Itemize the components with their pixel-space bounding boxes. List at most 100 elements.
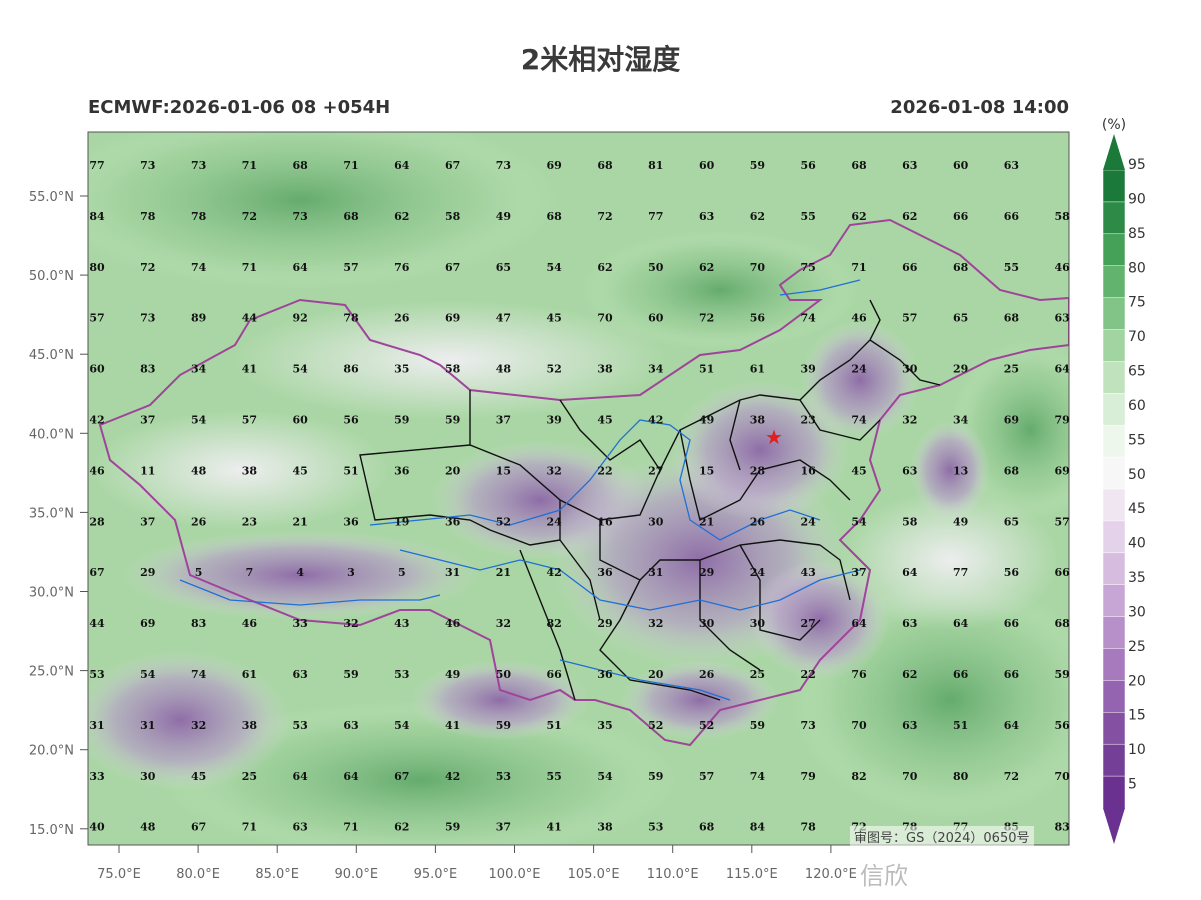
lat-tick-label: 45.0°N [29, 348, 74, 363]
grid-value: 24 [801, 515, 817, 528]
grid-value: 71 [242, 821, 257, 834]
grid-value: 25 [750, 668, 765, 681]
map-frame [87, 131, 1070, 846]
grid-value: 62 [699, 261, 714, 274]
grid-value: 74 [851, 414, 867, 427]
grid-value: 67 [89, 566, 104, 579]
grid-value: 59 [394, 414, 409, 427]
grid-value: 59 [648, 770, 663, 783]
colorbar-tick-label: 35 [1128, 570, 1146, 586]
grid-value: 67 [191, 821, 206, 834]
grid-value: 31 [140, 719, 155, 732]
grid-value: 59 [343, 668, 358, 681]
grid-value: 42 [648, 414, 663, 427]
colorbar-tick-label: 20 [1128, 673, 1146, 689]
grid-value: 58 [902, 515, 918, 528]
grid-value: 84 [89, 210, 105, 223]
grid-value: 54 [597, 770, 613, 783]
grid-value: 57 [1055, 515, 1070, 528]
grid-value: 48 [496, 363, 512, 376]
grid-value: 66 [1055, 566, 1071, 579]
grid-value: 11 [140, 464, 155, 477]
grid-value: 81 [648, 159, 663, 172]
colorbar-segment [1102, 584, 1126, 618]
grid-value: 51 [547, 719, 562, 732]
grid-value: 74 [191, 668, 207, 681]
colorbar-tick-label: 65 [1128, 364, 1146, 380]
colorbar-segment [1102, 775, 1126, 809]
grid-value: 53 [293, 719, 308, 732]
grid-value: 43 [801, 566, 816, 579]
grid-value: 45 [191, 770, 206, 783]
grid-value: 38 [597, 821, 613, 834]
grid-value: 40 [89, 821, 105, 834]
grid-value: 36 [445, 515, 461, 528]
grid-value: 74 [801, 312, 817, 325]
colorbar-segment [1102, 361, 1126, 395]
grid-value: 31 [648, 566, 663, 579]
grid-value: 70 [750, 261, 766, 274]
grid-value: 59 [1055, 668, 1070, 681]
grid-value: 78 [191, 210, 207, 223]
grid-value: 59 [496, 719, 511, 732]
grid-value: 50 [648, 261, 664, 274]
grid-value: 82 [547, 617, 562, 630]
map-approval-watermark: 审图号：GS（2024）0650号 [850, 826, 1034, 847]
colorbar-tick-label: 30 [1128, 604, 1146, 620]
grid-value: 34 [191, 363, 207, 376]
grid-value: 64 [851, 617, 867, 630]
grid-value: 15 [699, 464, 714, 477]
grid-value: 63 [902, 159, 917, 172]
grid-value: 66 [1004, 668, 1020, 681]
grid-value: 83 [1055, 821, 1070, 834]
grid-value: 82 [851, 770, 866, 783]
lon-tick-label: 80.0°E [176, 867, 220, 882]
grid-value: 44 [89, 617, 105, 630]
colorbar-segment [1102, 680, 1126, 714]
grid-value: 68 [343, 210, 359, 223]
grid-value: 71 [242, 159, 257, 172]
grid-value: 41 [242, 363, 257, 376]
colorbar-segment [1102, 424, 1126, 458]
colorbar-tick-label: 95 [1128, 157, 1146, 173]
grid-value: 63 [902, 464, 917, 477]
grid-value: 63 [902, 719, 917, 732]
grid-value: 52 [496, 515, 511, 528]
grid-value: 24 [851, 363, 867, 376]
grid-value: 39 [801, 363, 816, 376]
lon-tick-label: 115.0°E [726, 867, 778, 882]
grid-value: 55 [547, 770, 562, 783]
grid-value: 22 [801, 668, 816, 681]
grid-value: 39 [547, 414, 562, 427]
lon-tick-label: 100.0°E [489, 867, 541, 882]
grid-value: 42 [89, 414, 104, 427]
grid-value: 35 [394, 363, 409, 376]
colorbar-tick-label: 15 [1128, 708, 1146, 724]
grid-value: 32 [547, 464, 562, 477]
grid-value: 64 [293, 770, 309, 783]
grid-value: 62 [597, 261, 612, 274]
colorbar-segment [1102, 393, 1126, 426]
grid-value: 25 [242, 770, 257, 783]
colorbar-tick-label: 5 [1128, 777, 1137, 793]
colorbar-unit: (%) [1102, 117, 1126, 133]
lon-tick-label: 105.0°E [568, 867, 620, 882]
grid-value: 70 [1055, 770, 1071, 783]
grid-value: 36 [597, 566, 613, 579]
lat-tick-label: 30.0°N [29, 586, 74, 601]
country-border [98, 218, 1069, 747]
grid-value: 19 [394, 515, 409, 528]
grid-value: 51 [699, 363, 714, 376]
colorbar-tick-label: 50 [1128, 467, 1146, 483]
grid-value: 77 [89, 159, 104, 172]
grid-value: 83 [140, 363, 155, 376]
grid-value: 80 [953, 770, 969, 783]
grid-value: 86 [343, 363, 359, 376]
grid-value: 72 [242, 210, 257, 223]
grid-value: 79 [1055, 414, 1070, 427]
grid-value: 54 [394, 719, 410, 732]
lat-tick-label: 15.0°N [29, 823, 74, 838]
grid-value: 24 [750, 566, 766, 579]
grid-value: 62 [394, 821, 409, 834]
colorbar-tick-label: 40 [1128, 536, 1146, 552]
